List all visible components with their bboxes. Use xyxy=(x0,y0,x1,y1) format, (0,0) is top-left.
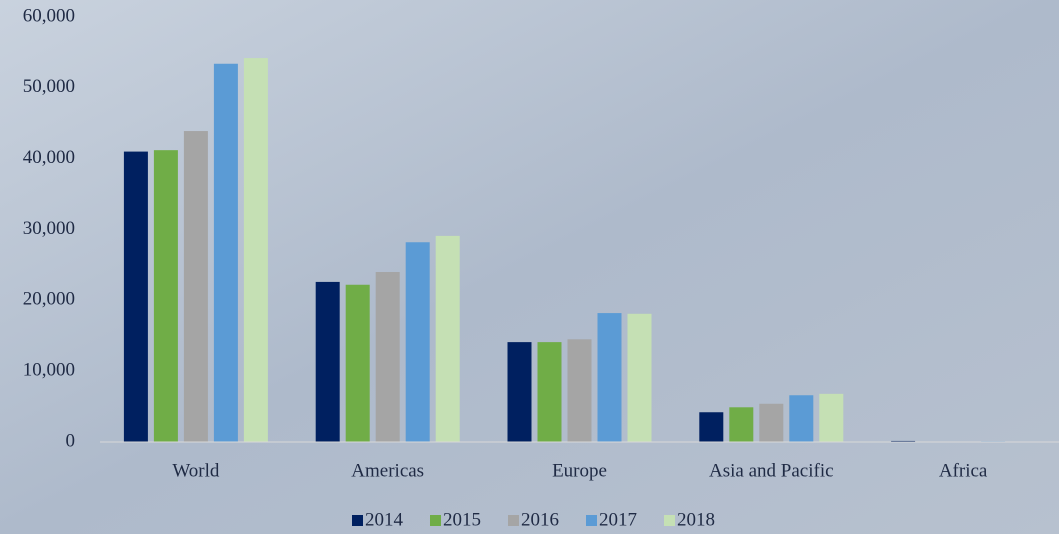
bar xyxy=(597,313,622,442)
y-tick-label: 0 xyxy=(66,430,76,451)
bar xyxy=(759,403,784,442)
y-tick-label: 20,000 xyxy=(23,289,75,310)
bar xyxy=(819,393,844,442)
x-tick-label: Africa xyxy=(939,460,988,481)
bar xyxy=(789,395,814,442)
legend-label: 2017 xyxy=(599,509,637,530)
bar xyxy=(627,313,652,442)
bar xyxy=(183,131,208,442)
bar xyxy=(567,339,592,442)
x-tick-label: Americas xyxy=(351,460,424,481)
legend-label: 2016 xyxy=(521,509,559,530)
legend-swatch xyxy=(352,515,363,526)
bar xyxy=(507,342,532,442)
bar xyxy=(537,342,562,442)
legend-label: 2015 xyxy=(443,509,481,530)
bar xyxy=(891,440,916,442)
bar xyxy=(699,412,724,442)
bar xyxy=(243,58,268,442)
bar xyxy=(375,272,400,442)
bar xyxy=(153,150,178,442)
legend-swatch xyxy=(586,515,597,526)
legend-label: 2014 xyxy=(365,509,404,530)
legend-swatch xyxy=(430,515,441,526)
legend-label: 2018 xyxy=(677,509,715,530)
legend-swatch xyxy=(508,515,519,526)
y-tick-label: 50,000 xyxy=(23,76,75,97)
y-tick-label: 40,000 xyxy=(23,147,75,168)
legend-swatch xyxy=(664,515,675,526)
bar xyxy=(729,407,754,442)
bar xyxy=(435,235,460,442)
x-tick-label: Asia and Pacific xyxy=(709,460,834,481)
bar xyxy=(345,284,370,442)
bar xyxy=(123,151,148,443)
x-tick-label: World xyxy=(172,460,220,481)
x-tick-label: Europe xyxy=(552,460,607,481)
y-tick-label: 60,000 xyxy=(23,5,75,26)
y-tick-label: 30,000 xyxy=(23,218,75,239)
bar xyxy=(213,63,238,442)
bar xyxy=(315,281,340,442)
y-tick-label: 10,000 xyxy=(23,360,75,381)
bar xyxy=(405,242,430,442)
